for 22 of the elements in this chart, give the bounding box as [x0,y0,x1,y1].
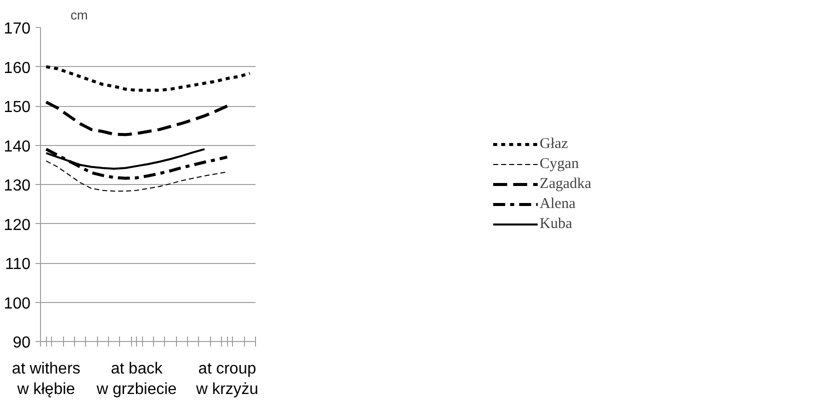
y-tick-label: 110 [4,256,31,273]
legend-label: Głaz [540,136,568,152]
y-tick-label: 130 [4,178,31,194]
y-tick-label: 160 [4,60,31,77]
legend-label: Cygan [540,156,579,172]
x-tick-label: at withers w kłębie [12,360,80,398]
y-axis-title: cm [70,8,88,22]
y-tick-label: 140 [4,138,31,156]
y-tick-label: 100 [4,295,31,312]
line-series [44,100,229,136]
line-series [44,65,252,92]
line-series [44,148,229,180]
y-tick-label: 170 [4,20,31,38]
legend-label: Zagadka [540,176,592,192]
legend-label: Alena [540,196,576,212]
x-tick-label: at croup w krzyżu [195,360,258,398]
line-series [46,160,228,192]
y-tick-label: 90 [12,334,31,352]
legend-label: Kuba [540,216,572,232]
y-tick-label: 150 [4,99,31,116]
x-tick-label: at back w grzbiecie [96,360,177,398]
y-tick-label: 120 [4,216,31,234]
